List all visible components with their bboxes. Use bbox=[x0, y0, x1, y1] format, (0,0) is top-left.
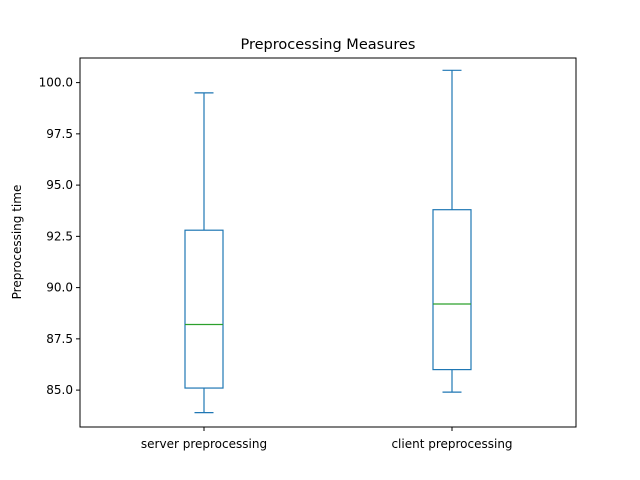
x-tick-label: server preprocessing bbox=[141, 437, 267, 451]
y-tick-label: 92.5 bbox=[46, 229, 73, 243]
y-tick-label: 90.0 bbox=[46, 281, 73, 295]
y-tick-label: 97.5 bbox=[46, 127, 73, 141]
y-tick-label: 95.0 bbox=[46, 178, 73, 192]
y-tick-label: 87.5 bbox=[46, 332, 73, 346]
x-tick-label: client preprocessing bbox=[391, 437, 512, 451]
y-tick-label: 100.0 bbox=[39, 76, 73, 90]
y-tick-label: 85.0 bbox=[46, 383, 73, 397]
box-iqr bbox=[432, 209, 472, 371]
plot-frame bbox=[79, 57, 577, 428]
chart-title: Preprocessing Measures bbox=[241, 37, 416, 53]
y-axis-label: Preprocessing time bbox=[10, 185, 24, 300]
box-iqr bbox=[184, 229, 224, 389]
